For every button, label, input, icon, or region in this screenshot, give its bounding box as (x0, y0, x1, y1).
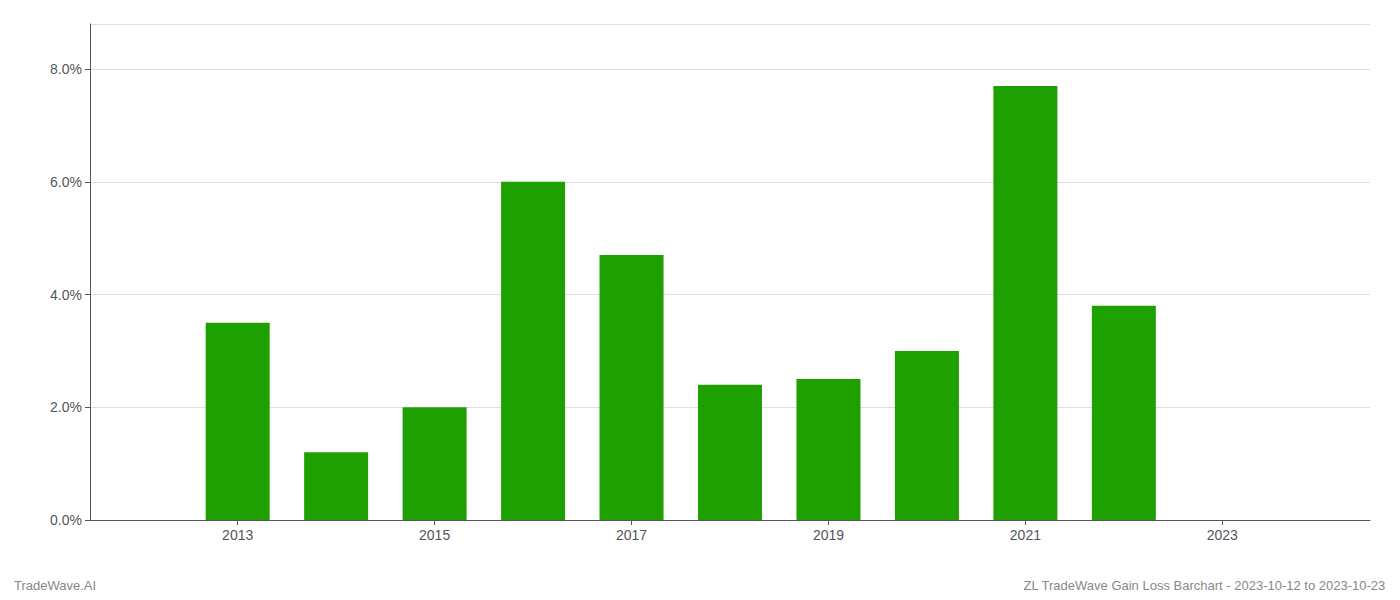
svg-text:2021: 2021 (1010, 527, 1041, 543)
svg-text:TradeWave.AI: TradeWave.AI (14, 578, 96, 593)
svg-text:2023: 2023 (1207, 527, 1238, 543)
svg-text:2017: 2017 (616, 527, 647, 543)
svg-text:2019: 2019 (813, 527, 844, 543)
svg-text:0.0%: 0.0% (50, 512, 82, 528)
svg-text:2015: 2015 (419, 527, 450, 543)
svg-text:2.0%: 2.0% (50, 399, 82, 415)
svg-text:ZL TradeWave Gain Loss Barchar: ZL TradeWave Gain Loss Barchart - 2023-1… (1023, 578, 1385, 593)
svg-text:2013: 2013 (222, 527, 253, 543)
svg-text:4.0%: 4.0% (50, 287, 82, 303)
svg-text:8.0%: 8.0% (50, 61, 82, 77)
svg-text:6.0%: 6.0% (50, 174, 82, 190)
